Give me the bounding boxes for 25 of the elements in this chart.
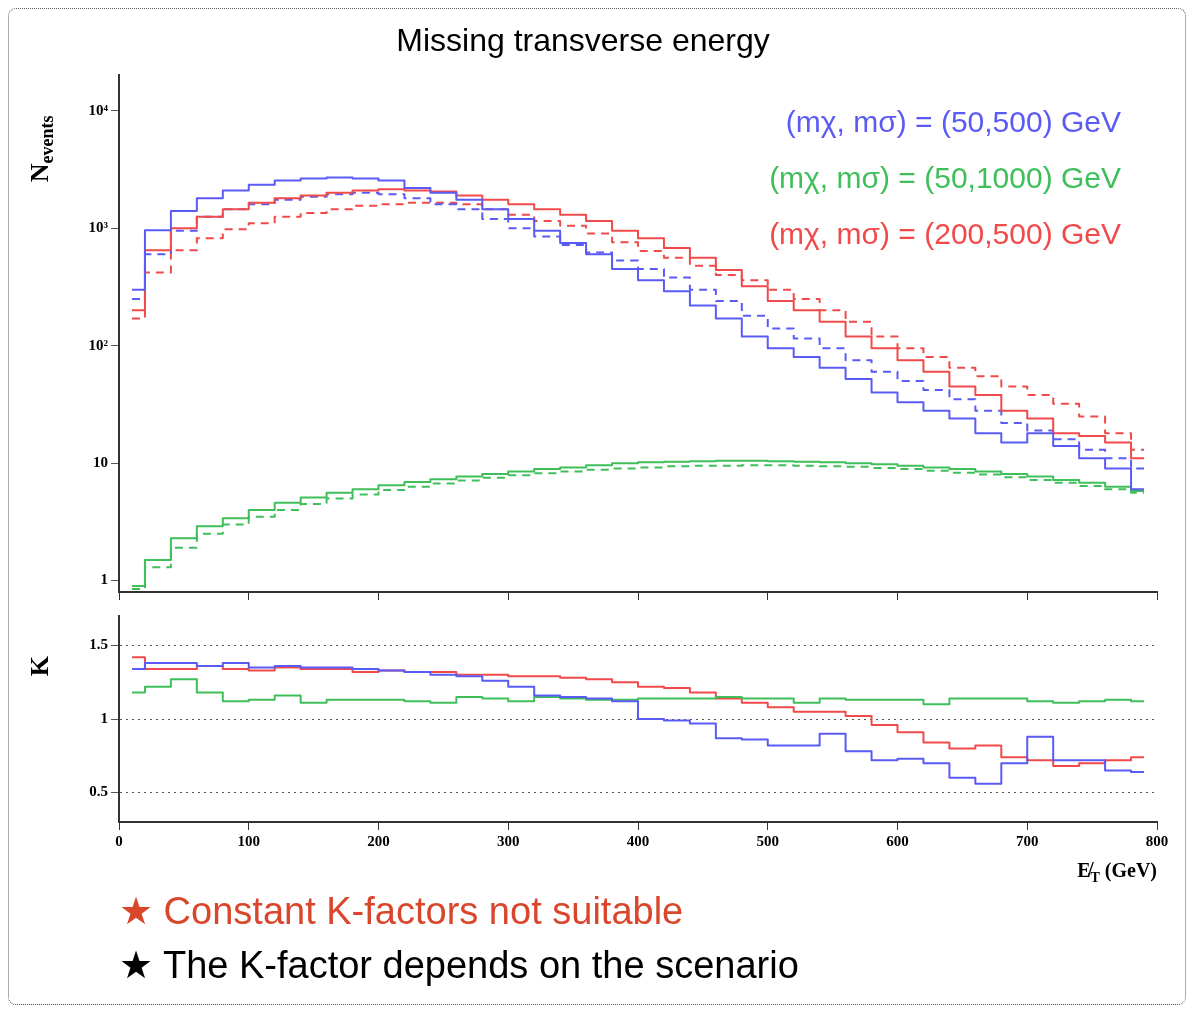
x-tick-label: 600 — [886, 832, 909, 849]
text: ★ The K-factor depends on the scenario — [119, 943, 800, 988]
y-tick-label: 10 — [93, 454, 108, 471]
y-tick-label: 10⁴ — [88, 101, 109, 118]
x-tick-label: 300 — [497, 832, 520, 849]
y-tick-label: 10³ — [88, 219, 109, 236]
x-tick-label: 200 — [367, 832, 390, 849]
y-tick-label: 10² — [88, 336, 109, 353]
text: (mχ, mσ) = (50,1000) GeV — [769, 160, 1121, 194]
x-tick-label: 700 — [1016, 832, 1039, 849]
text: (mχ, mσ) = (50,500) GeV — [785, 104, 1121, 138]
series-label: (mχ, mσ) = (200,500) GeV — [769, 216, 1121, 250]
y-axis-title: K — [24, 655, 54, 677]
y-tick-label: 1 — [100, 571, 108, 588]
x-tick-label: 500 — [756, 832, 779, 849]
y-tick-label: 1.5 — [89, 636, 108, 653]
y-tick-label: 1 — [100, 709, 108, 726]
x-tick-label: 0 — [115, 832, 123, 849]
chart-title: Missing transverse energy — [396, 22, 770, 59]
x-tick-label: 800 — [1145, 832, 1169, 849]
y-tick-label: 0.5 — [89, 783, 108, 800]
y-axis-title: Nevents — [24, 115, 58, 183]
x-tick-label: 400 — [626, 832, 650, 849]
text: ★ Constant K-factors not suitable — [119, 889, 685, 934]
x-tick-label: 100 — [237, 832, 260, 849]
